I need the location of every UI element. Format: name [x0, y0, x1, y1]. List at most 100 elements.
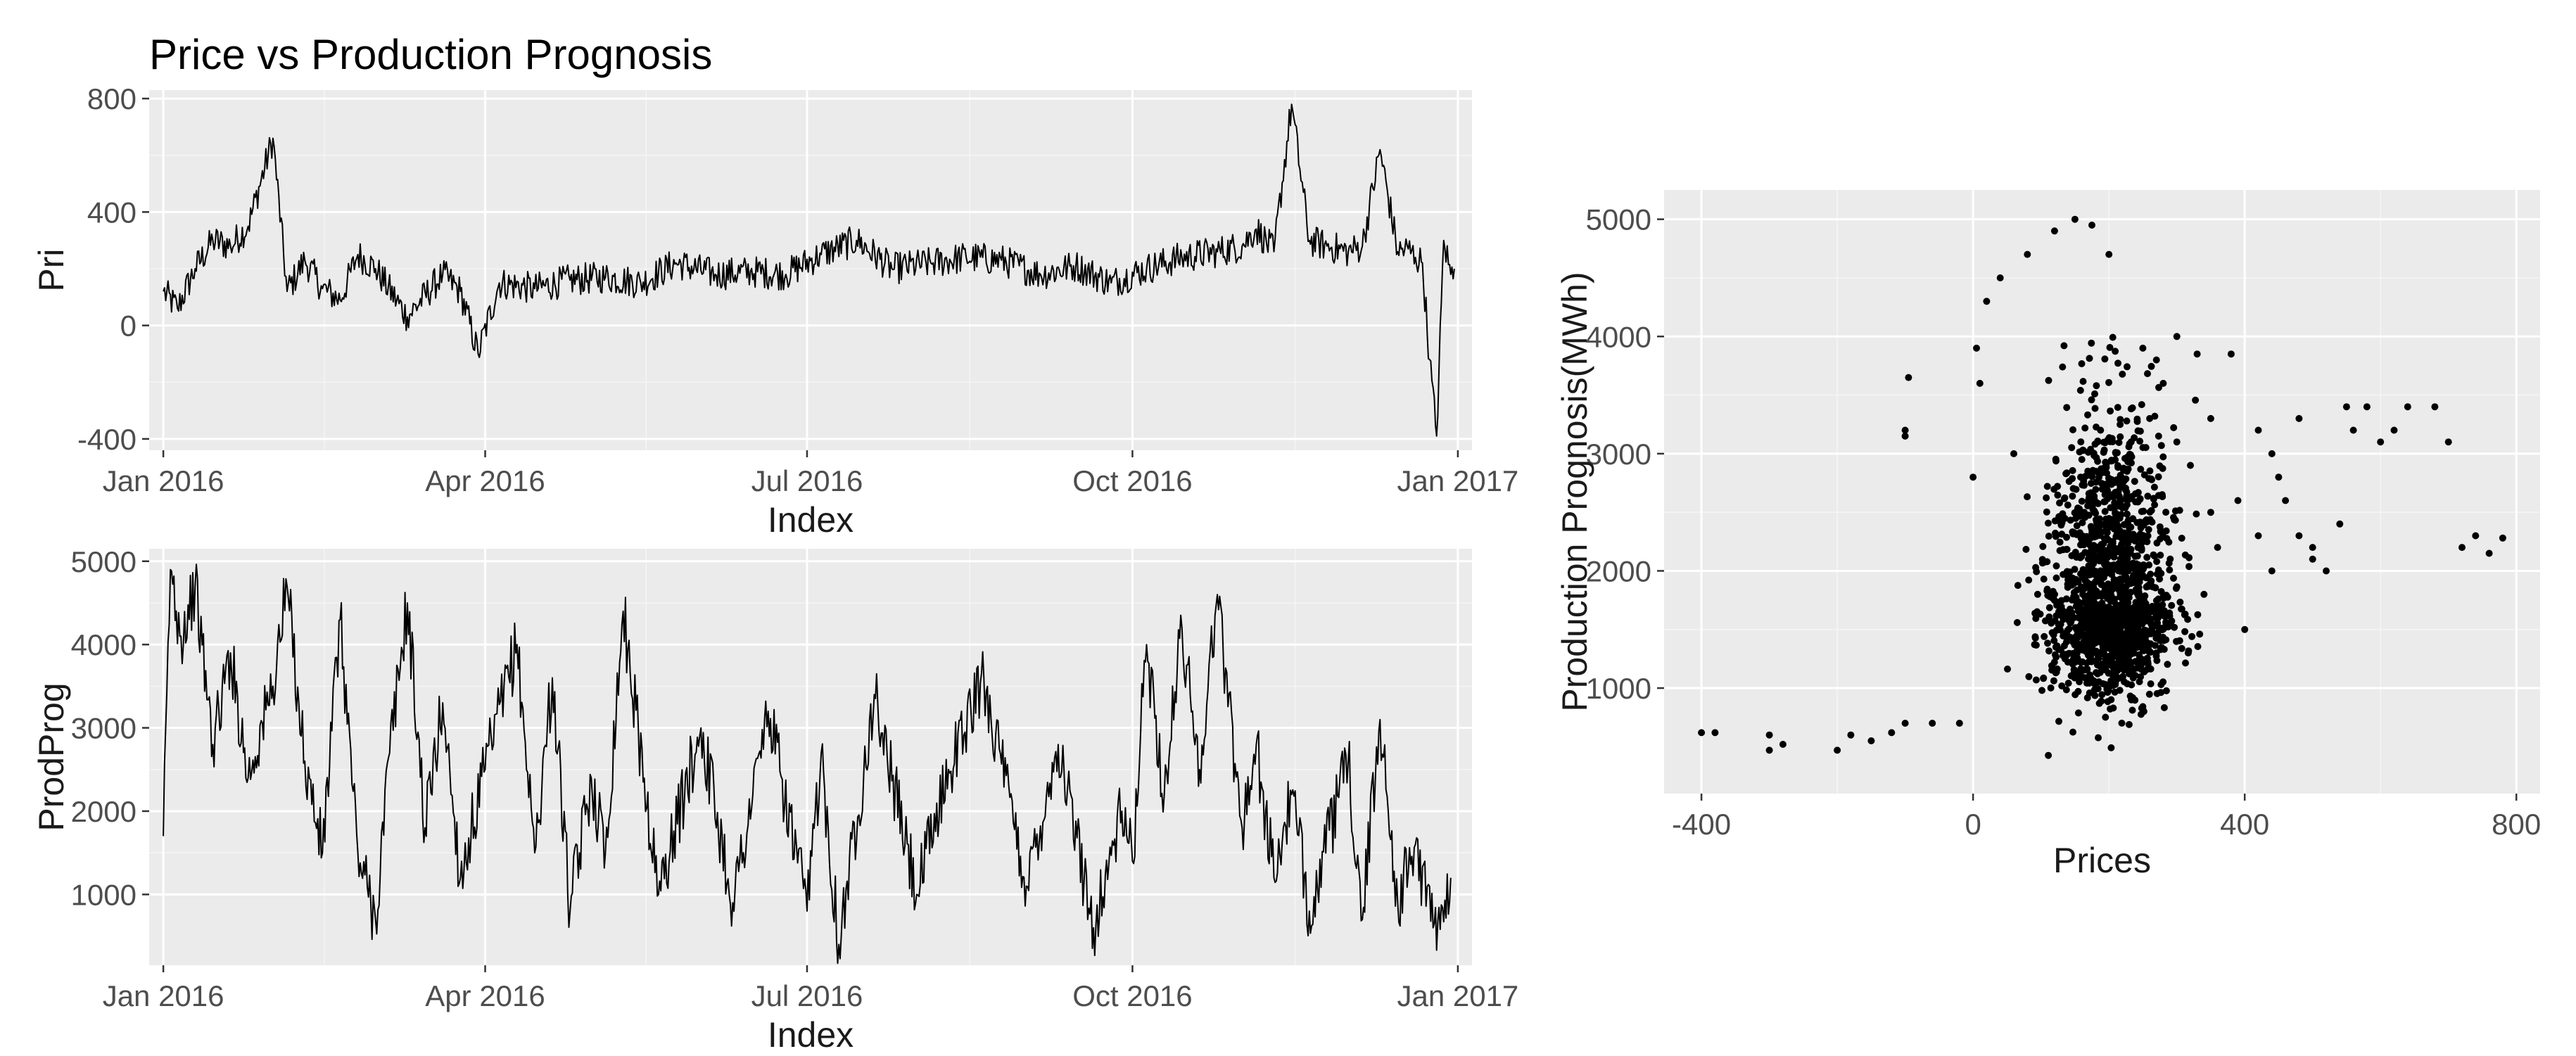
- scatter-point: [2140, 596, 2147, 604]
- scatter-point: [2157, 528, 2164, 535]
- scatter-point: [2282, 497, 2290, 504]
- scatter-point: [2024, 493, 2031, 501]
- scatter-point: [2114, 404, 2121, 412]
- scatter-point: [2143, 666, 2151, 673]
- scatter-point: [2123, 492, 2131, 500]
- scatter-point: [2046, 593, 2054, 600]
- scatter-point: [2143, 554, 2151, 561]
- scatter-point: [2151, 584, 2159, 592]
- scatter-point: [2010, 450, 2017, 457]
- scatter-point: [2139, 444, 2147, 452]
- scatter-point: [2070, 666, 2078, 673]
- scatter-point: [2121, 573, 2129, 581]
- scatter-point: [2159, 594, 2167, 602]
- scatter-point: [2065, 649, 2073, 657]
- scatter-point: [2043, 558, 2051, 566]
- x-tick-label: 400: [2220, 808, 2269, 841]
- scatter-point: [2444, 438, 2452, 446]
- scatter-point: [2083, 632, 2090, 640]
- chart-title: Price vs Production Prognosis: [149, 31, 712, 78]
- scatter-point: [2173, 583, 2181, 591]
- scatter-point: [2052, 457, 2060, 465]
- scatter-point: [2095, 473, 2102, 481]
- scatter-point: [2105, 378, 2112, 386]
- scatter-point: [2100, 446, 2108, 454]
- scatter-point: [2159, 601, 2166, 609]
- scatter-point: [2166, 609, 2174, 617]
- scatter-point: [2049, 587, 2057, 595]
- y-tick-label: 400: [87, 196, 137, 229]
- scatter-point: [2063, 635, 2071, 642]
- scatter-point: [2077, 665, 2085, 673]
- scatter-point: [2086, 605, 2093, 613]
- scatter-point: [2165, 538, 2173, 546]
- scatter-point: [2109, 493, 2117, 501]
- scatter-point: [2131, 552, 2139, 560]
- scatter-point: [2069, 426, 2076, 433]
- scatter-point: [2133, 415, 2141, 423]
- scatter-point: [2184, 649, 2192, 657]
- scatter-point: [2099, 660, 2107, 668]
- scatter-point: [2196, 630, 2204, 638]
- scatter-point: [2072, 485, 2080, 493]
- scatter-point: [2112, 583, 2119, 590]
- scatter-point: [2100, 650, 2108, 658]
- scatter-point: [2139, 603, 2147, 611]
- scatter-point: [2059, 363, 2067, 371]
- scatter-point: [2044, 519, 2052, 527]
- scatter-point: [2050, 637, 2058, 644]
- x-tick-label: Jan 2016: [103, 979, 224, 1012]
- scatter-point: [2093, 556, 2100, 564]
- scatter-point: [2119, 653, 2127, 661]
- scatter-point: [1996, 274, 2004, 281]
- scatter-point: [2156, 607, 2164, 615]
- scatter-point: [1969, 473, 1977, 481]
- scatter-point: [2099, 680, 2107, 687]
- scatter-point: [2145, 690, 2153, 698]
- scatter-point: [2093, 424, 2100, 431]
- scatter-point: [2055, 608, 2062, 616]
- y-axis-title: Pri: [32, 248, 71, 291]
- scatter-point: [2060, 546, 2067, 554]
- scatter-point: [2063, 533, 2070, 541]
- x-tick-label: 0: [1965, 808, 1981, 841]
- scatter-point: [2119, 475, 2126, 482]
- scatter-point: [2087, 445, 2095, 453]
- scatter-point: [2079, 378, 2087, 386]
- scatter-point: [2107, 550, 2115, 558]
- scatter-point: [2047, 684, 2055, 692]
- scatter-point: [2431, 403, 2439, 411]
- scatter-point: [2092, 632, 2100, 640]
- scatter-point: [2122, 664, 2130, 672]
- scatter-point: [2155, 383, 2162, 391]
- scatter-point: [2057, 597, 2065, 604]
- scatter-point: [2107, 696, 2115, 704]
- scatter-point: [2159, 464, 2166, 472]
- scatter-point: [2116, 647, 2124, 654]
- scatter-point: [2056, 499, 2063, 507]
- scatter-point: [2145, 526, 2152, 533]
- scatter-point: [2143, 630, 2150, 637]
- scatter-point: [2275, 473, 2283, 481]
- scatter-point: [2031, 641, 2038, 649]
- y-axis-title: ProdProg: [32, 682, 71, 831]
- scatter-point: [2114, 462, 2121, 469]
- scatter-point: [2151, 642, 2159, 649]
- scatter-point: [2114, 502, 2122, 510]
- scatter-point: [2102, 459, 2109, 466]
- x-tick-label: Jul 2016: [751, 464, 863, 497]
- scatter-point: [2109, 333, 2117, 341]
- scatter-point: [1929, 720, 1936, 727]
- scatter-point: [1867, 737, 1875, 744]
- scatter-point: [2124, 510, 2131, 518]
- scatter-point: [2114, 360, 2121, 367]
- scatter-point: [2098, 573, 2105, 581]
- scatter-point: [2128, 616, 2136, 623]
- scatter-point: [2087, 565, 2095, 573]
- scatter-point: [2132, 628, 2140, 635]
- scatter-point: [2121, 534, 2129, 542]
- scatter-point: [2162, 618, 2169, 626]
- scatter-point: [2085, 643, 2093, 651]
- scatter-point: [2140, 471, 2148, 478]
